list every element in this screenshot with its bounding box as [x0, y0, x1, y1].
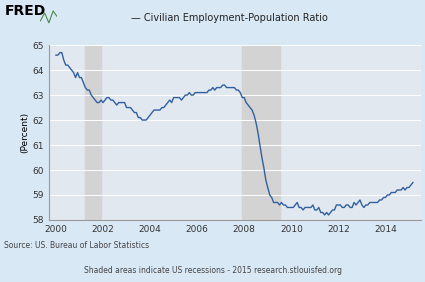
Text: FRED: FRED [4, 4, 45, 18]
Text: Shaded areas indicate US recessions - 2015 research.stlouisfed.org: Shaded areas indicate US recessions - 20… [83, 266, 342, 276]
Bar [85, 45, 101, 220]
Bar [242, 45, 280, 220]
Y-axis label: (Percent): (Percent) [21, 112, 30, 153]
Text: — Civilian Employment-Population Ratio: — Civilian Employment-Population Ratio [131, 13, 328, 23]
Text: Source: US. Bureau of Labor Statistics: Source: US. Bureau of Labor Statistics [4, 241, 149, 250]
